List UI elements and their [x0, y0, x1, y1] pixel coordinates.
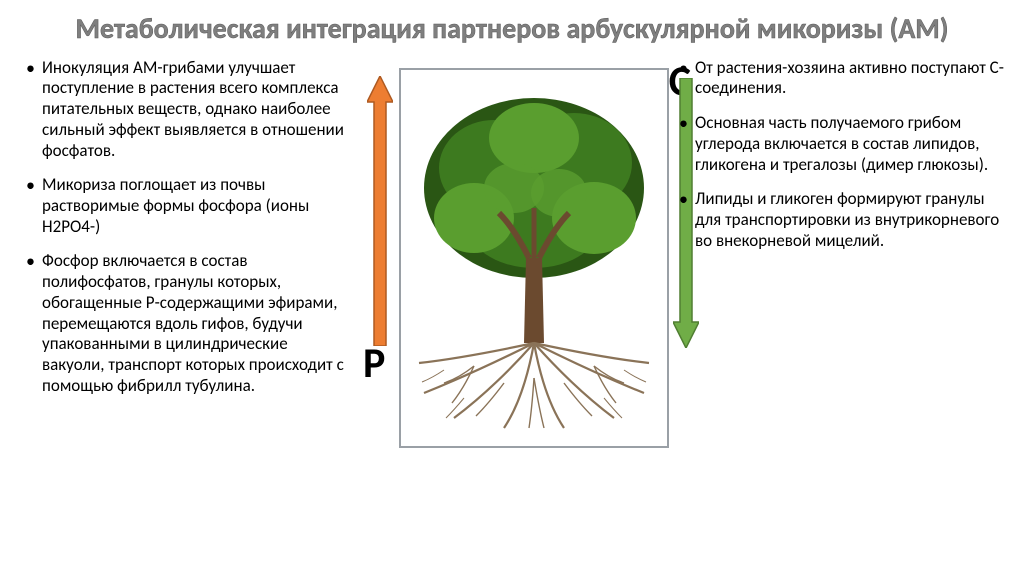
arrow-up-shape: [367, 76, 393, 346]
tree-roots: [419, 343, 649, 428]
content-row: Инокуляция АМ-грибами улучшает поступлен…: [0, 50, 1024, 498]
left-column: Инокуляция АМ-грибами улучшает поступлен…: [24, 58, 351, 498]
list-item: Фосфор включается в состав полифосфатов,…: [24, 251, 351, 396]
list-item: Микориза поглощает из почвы растворимые …: [24, 175, 351, 237]
list-item: Липиды и гликоген формируют гранулы для …: [677, 189, 1004, 251]
arrow-up-icon: [367, 76, 393, 346]
tree-box: [399, 68, 669, 448]
list-item: От растения-хозяина активно поступают С-…: [677, 58, 1004, 99]
right-column: От растения-хозяина активно поступают С-…: [677, 58, 1004, 498]
center-diagram: P: [359, 58, 669, 498]
label-p: P: [363, 338, 385, 389]
tree-illustration-icon: [404, 78, 664, 438]
list-item: Основная часть получаемого грибом углеро…: [677, 113, 1004, 175]
list-item: Инокуляция АМ-грибами улучшает поступлен…: [24, 58, 351, 162]
page-title: Метаболическая интеграция партнеров арбу…: [0, 0, 1024, 50]
